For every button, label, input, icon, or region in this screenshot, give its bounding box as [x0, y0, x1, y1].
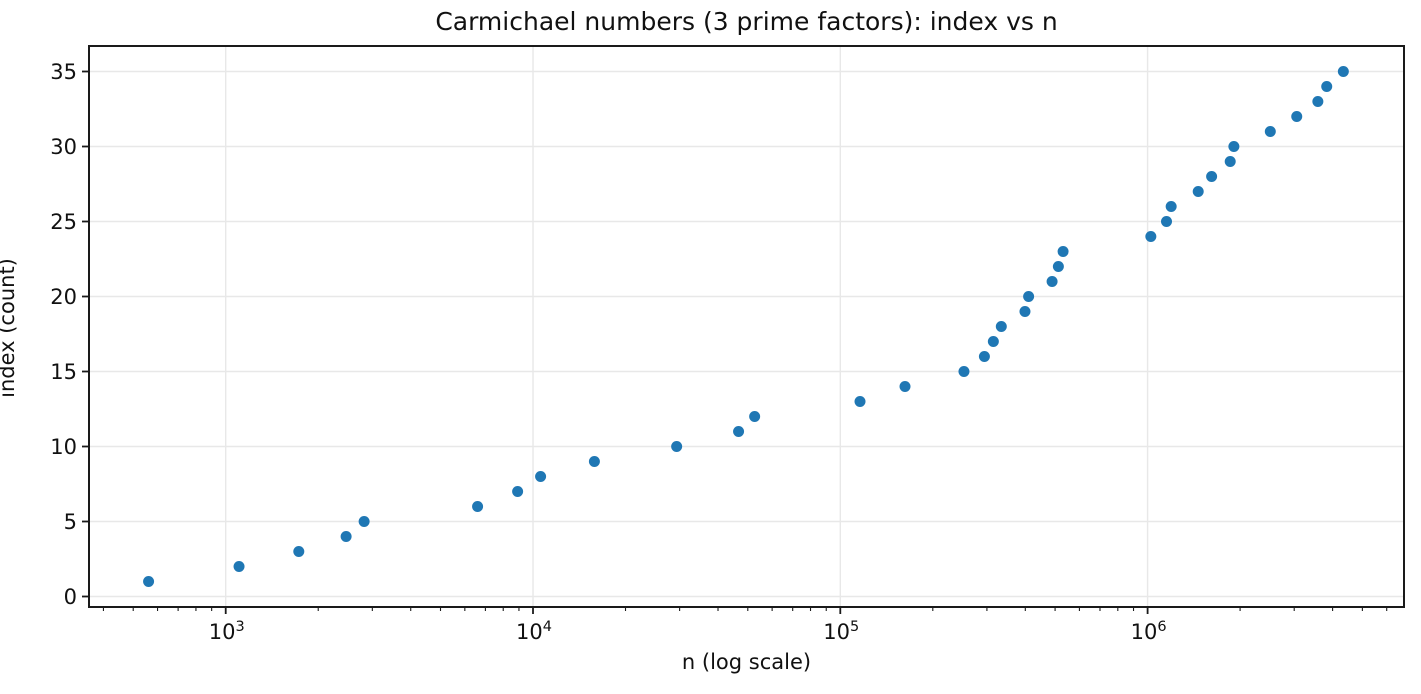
data-point: [588, 456, 600, 467]
data-point: [671, 441, 683, 452]
data-point: [340, 531, 352, 542]
y-tick-label: 35: [50, 60, 77, 84]
y-axis-label: index (count): [0, 258, 19, 398]
data-point: [143, 576, 155, 587]
data-point: [749, 411, 761, 422]
data-point: [293, 546, 305, 557]
y-tick-label: 30: [50, 135, 77, 159]
data-point: [1312, 96, 1324, 107]
data-point: [987, 336, 999, 347]
chart-title: Carmichael numbers (3 prime factors): in…: [435, 7, 1058, 36]
y-tick-label: 20: [50, 285, 77, 309]
data-point: [733, 426, 745, 437]
data-point: [1019, 306, 1031, 317]
data-point: [1291, 111, 1303, 122]
data-point: [535, 471, 547, 482]
data-point: [1337, 66, 1349, 77]
data-point: [358, 516, 370, 527]
y-tick-label: 5: [64, 510, 77, 534]
data-point: [1321, 81, 1333, 92]
x-tick-label: 104: [516, 619, 552, 644]
y-tick-label: 25: [50, 210, 77, 234]
data-point: [1206, 171, 1218, 182]
data-point: [1264, 126, 1276, 137]
plot-border: [88, 45, 1405, 608]
data-point: [1145, 231, 1157, 242]
data-point: [1023, 291, 1035, 302]
x-tick-label: 105: [823, 619, 859, 644]
data-point: [1057, 246, 1069, 257]
data-point: [1161, 216, 1173, 227]
x-axis-label: n (log scale): [681, 650, 812, 674]
data-point: [233, 561, 245, 572]
data-point: [1052, 261, 1064, 272]
data-point: [1224, 156, 1236, 167]
data-point: [995, 321, 1007, 332]
data-point: [1192, 186, 1204, 197]
data-point: [512, 486, 524, 497]
y-tick-label: 15: [50, 360, 77, 384]
y-tick-label: 0: [64, 585, 77, 609]
y-tick-label: 10: [50, 435, 77, 459]
data-point: [978, 351, 990, 362]
x-tick-label: 103: [209, 619, 245, 644]
data-point: [1228, 141, 1240, 152]
gridlines: [89, 46, 1404, 607]
data-points: [143, 66, 1349, 587]
data-point: [1165, 201, 1177, 212]
data-point: [1046, 276, 1058, 287]
x-tick-label: 106: [1131, 619, 1167, 644]
data-point: [854, 396, 866, 407]
axis-ticks: [82, 70, 1388, 614]
data-point: [958, 366, 970, 377]
tick-labels: 0 5 10 15 20 25 30 35 103 104 105 106: [50, 60, 1166, 644]
data-point: [899, 381, 911, 392]
data-point: [472, 501, 484, 512]
